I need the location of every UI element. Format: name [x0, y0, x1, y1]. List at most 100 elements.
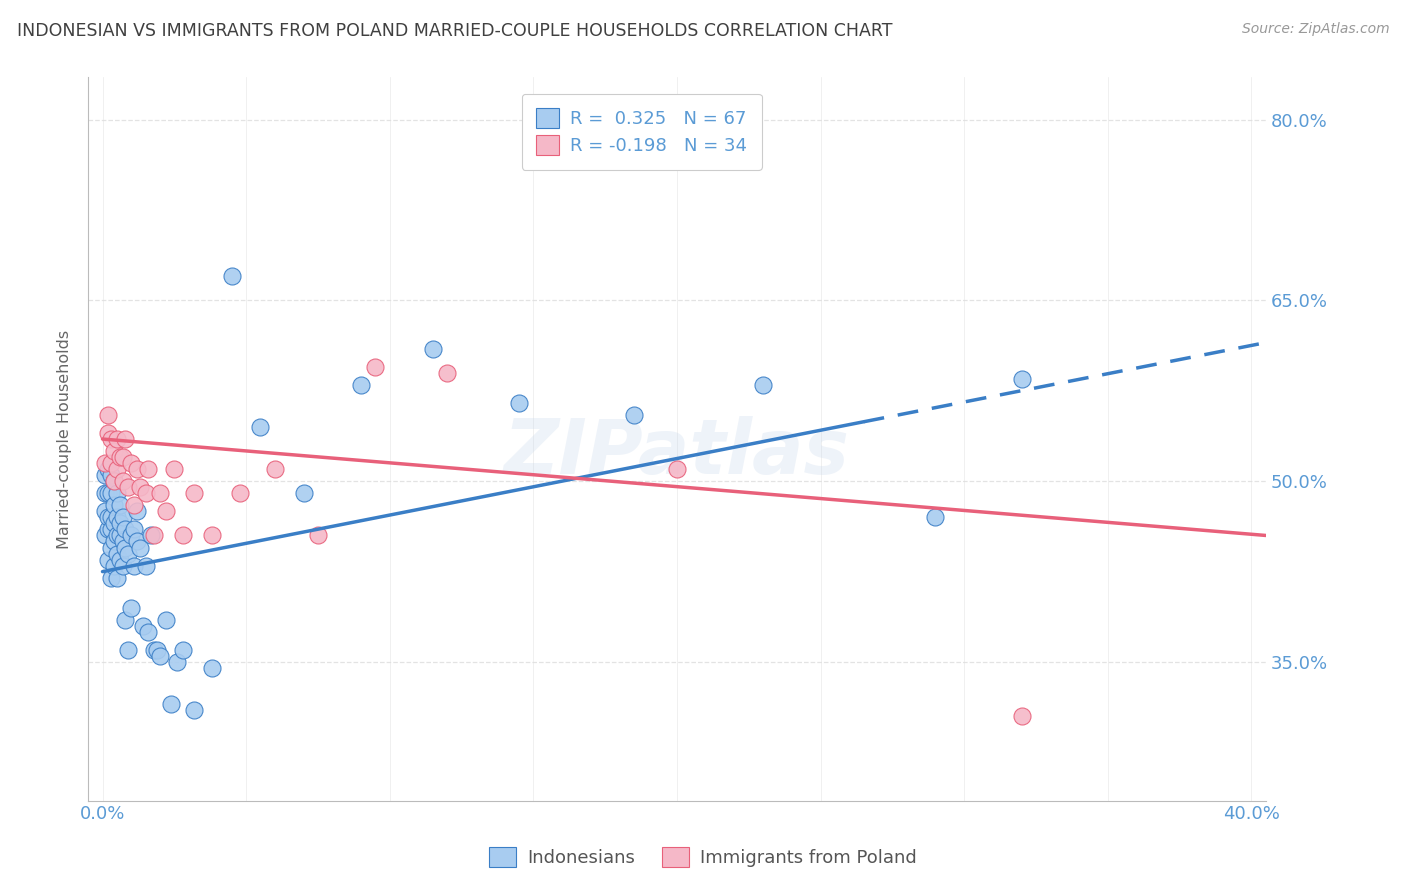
Point	[138, 462, 160, 476]
Point	[97, 486, 120, 500]
Point	[105, 432, 128, 446]
Point	[201, 661, 224, 675]
Point	[103, 516, 125, 531]
Point	[149, 648, 172, 663]
Point	[422, 342, 444, 356]
Point	[108, 552, 131, 566]
Point	[128, 541, 150, 555]
Point	[146, 643, 169, 657]
Point	[135, 486, 157, 500]
Point	[97, 510, 120, 524]
Text: INDONESIAN VS IMMIGRANTS FROM POLAND MARRIED-COUPLE HOUSEHOLDS CORRELATION CHART: INDONESIAN VS IMMIGRANTS FROM POLAND MAR…	[17, 22, 893, 40]
Point	[120, 600, 142, 615]
Point	[143, 528, 166, 542]
Point	[114, 523, 136, 537]
Point	[103, 534, 125, 549]
Point	[114, 541, 136, 555]
Point	[111, 474, 134, 488]
Text: ZIPatlas: ZIPatlas	[503, 417, 851, 491]
Point	[128, 480, 150, 494]
Point	[111, 510, 134, 524]
Point	[350, 377, 373, 392]
Point	[924, 510, 946, 524]
Point	[97, 523, 120, 537]
Point	[100, 456, 122, 470]
Point	[172, 528, 194, 542]
Point	[103, 474, 125, 488]
Point	[100, 432, 122, 446]
Point	[111, 450, 134, 464]
Point	[143, 643, 166, 657]
Point	[105, 486, 128, 500]
Point	[114, 432, 136, 446]
Point	[100, 510, 122, 524]
Point	[100, 523, 122, 537]
Point	[160, 697, 183, 711]
Text: Source: ZipAtlas.com: Source: ZipAtlas.com	[1241, 22, 1389, 37]
Point	[94, 504, 117, 518]
Point	[508, 396, 530, 410]
Point	[105, 528, 128, 542]
Point	[105, 547, 128, 561]
Point	[108, 499, 131, 513]
Point	[120, 456, 142, 470]
Point	[97, 425, 120, 440]
Point	[135, 558, 157, 573]
Point	[1011, 709, 1033, 723]
Legend: Indonesians, Immigrants from Poland: Indonesians, Immigrants from Poland	[482, 839, 924, 874]
Point	[122, 499, 145, 513]
Point	[103, 444, 125, 458]
Point	[229, 486, 252, 500]
Point	[166, 655, 188, 669]
Point	[149, 486, 172, 500]
Point	[138, 624, 160, 639]
Point	[117, 643, 139, 657]
Y-axis label: Married-couple Households: Married-couple Households	[58, 329, 72, 549]
Point	[97, 552, 120, 566]
Point	[665, 462, 688, 476]
Point	[1011, 372, 1033, 386]
Point	[111, 558, 134, 573]
Point	[122, 523, 145, 537]
Point	[97, 408, 120, 422]
Point	[125, 462, 148, 476]
Point	[100, 486, 122, 500]
Point	[125, 534, 148, 549]
Point	[94, 486, 117, 500]
Point	[108, 516, 131, 531]
Point	[163, 462, 186, 476]
Point	[623, 408, 645, 422]
Point	[108, 450, 131, 464]
Point	[114, 613, 136, 627]
Point	[132, 619, 155, 633]
Point	[155, 504, 177, 518]
Point	[263, 462, 285, 476]
Point	[117, 480, 139, 494]
Point	[100, 571, 122, 585]
Point	[141, 528, 163, 542]
Point	[155, 613, 177, 627]
Point	[94, 528, 117, 542]
Point	[105, 462, 128, 476]
Point	[105, 571, 128, 585]
Point	[103, 558, 125, 573]
Legend: R =  0.325   N = 67, R = -0.198   N = 34: R = 0.325 N = 67, R = -0.198 N = 34	[522, 94, 762, 169]
Point	[364, 359, 387, 374]
Point	[100, 541, 122, 555]
Point	[183, 486, 205, 500]
Point	[752, 377, 775, 392]
Point	[122, 558, 145, 573]
Point	[100, 468, 122, 483]
Point	[108, 528, 131, 542]
Point	[249, 420, 271, 434]
Point	[103, 474, 125, 488]
Point	[436, 366, 458, 380]
Point	[105, 510, 128, 524]
Point	[94, 456, 117, 470]
Point	[117, 547, 139, 561]
Point	[221, 269, 243, 284]
Point	[292, 486, 315, 500]
Point	[103, 499, 125, 513]
Point	[97, 462, 120, 476]
Point	[94, 468, 117, 483]
